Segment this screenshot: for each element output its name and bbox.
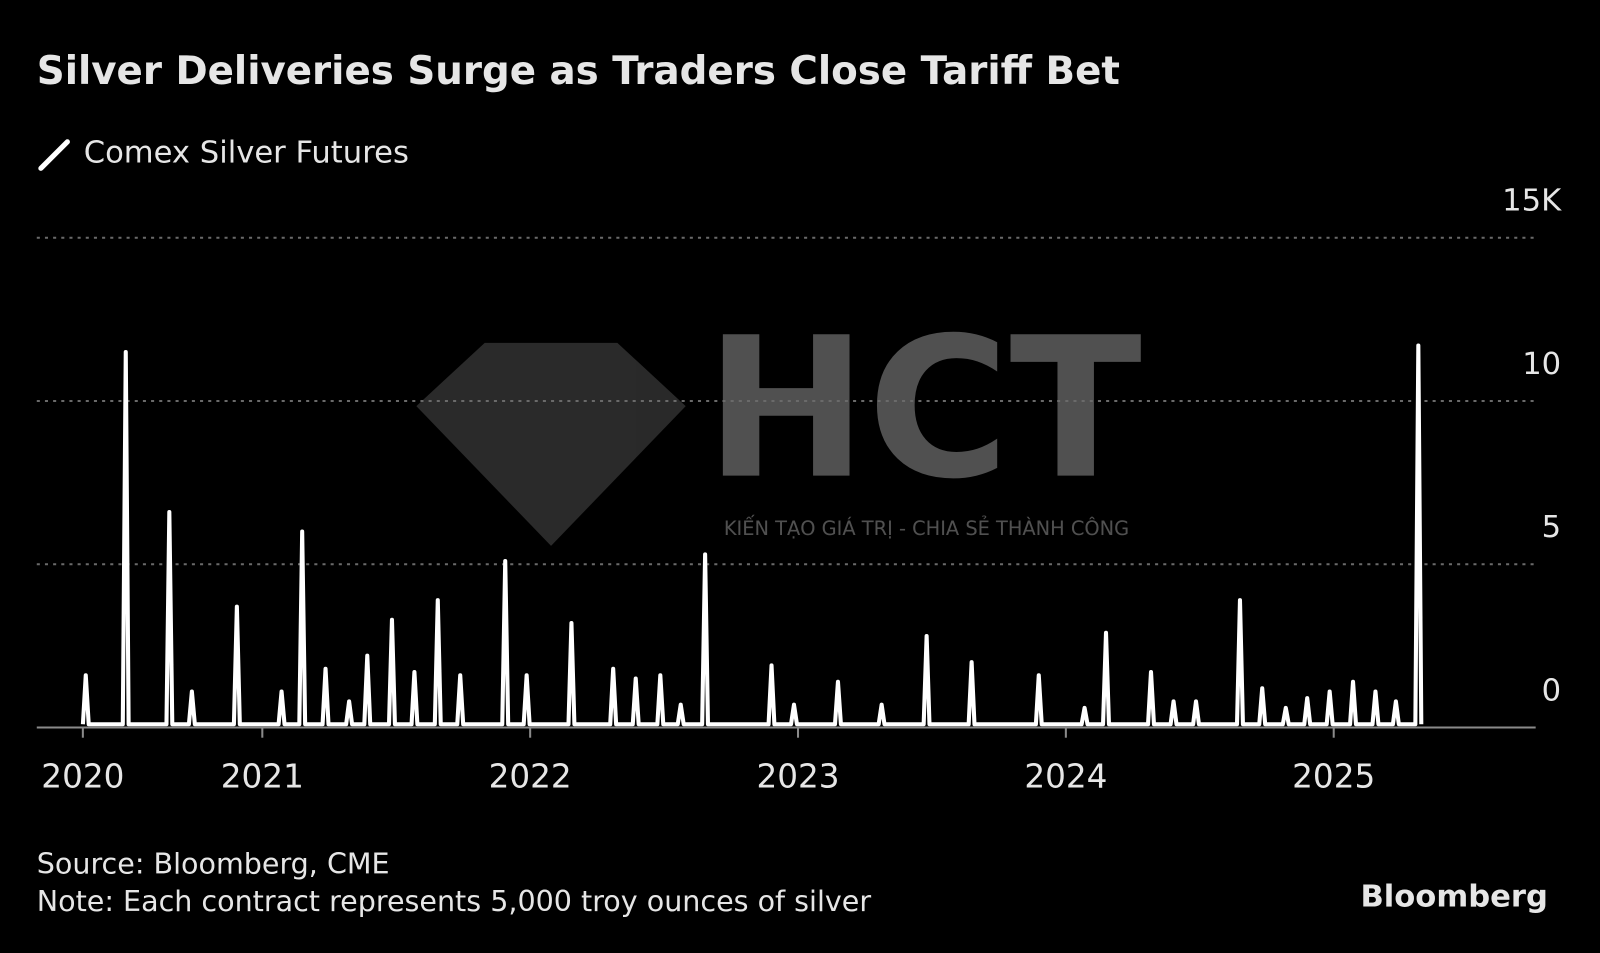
watermark: HCT KIẾN TẠO GIÁ TRỊ - CHIA SẺ THÀNH CÔN… [416,296,1142,546]
brand: Bloomberg [1360,879,1547,914]
note: Note: Each contract represents 5,000 tro… [37,884,872,918]
legend-swatch [38,139,70,171]
chart-title: Silver Deliveries Surge as Traders Close… [37,49,1120,94]
y-tick-label: 15K [1502,184,1562,219]
y-tick-label: 0 [1542,673,1561,708]
x-tick-label: 2021 [221,758,304,796]
series-line [80,343,1424,727]
x-tick-label: 2025 [1292,758,1375,796]
y-tick-label: 5 [1542,510,1561,545]
x-tick-label: 2024 [1024,758,1107,796]
x-tick-label: 2020 [41,758,124,796]
legend-label: Comex Silver Futures [84,136,409,171]
watermark-logo: HCT [705,296,1142,522]
x-tick-label: 2023 [756,758,839,796]
y-tick-label: 10 [1522,347,1561,382]
watermark-logo-shape [416,342,686,546]
source: Source: Bloomberg, CME [37,846,390,880]
watermark-tagline: KIẾN TẠO GIÁ TRỊ - CHIA SẺ THÀNH CÔNG [724,515,1129,540]
x-tick-label: 2022 [489,758,572,796]
